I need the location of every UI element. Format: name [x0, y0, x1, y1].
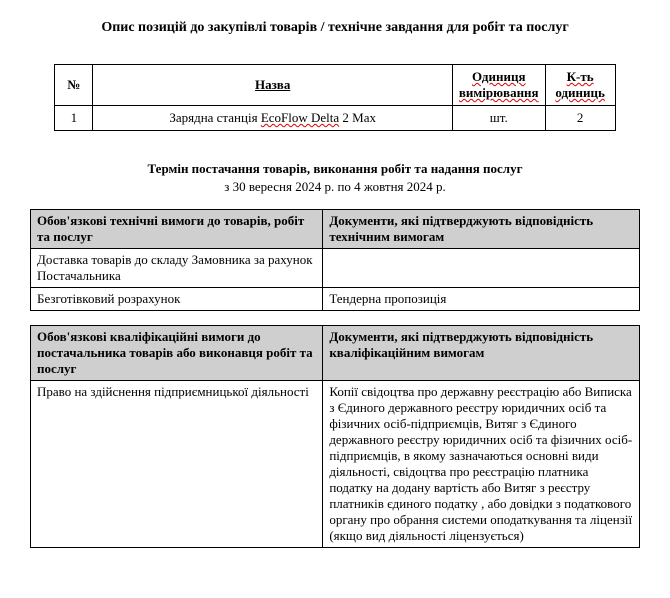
tech-right: Тендерна пропозиція	[323, 288, 640, 311]
qual-right: Копії свідоцтва про державну реєстрацію …	[323, 381, 640, 548]
qual-header-row: Обов'язкові кваліфікаційні вимоги до пос…	[31, 326, 640, 381]
tech-left: Безготівковий розрахунок	[31, 288, 323, 311]
delivery-title: Термін постачання товарів, виконання роб…	[30, 161, 640, 177]
item-name-pre: Зарядна станція	[169, 110, 261, 125]
technical-requirements-table: Обов'язкові технічні вимоги до товарів, …	[30, 209, 640, 311]
item-name: Зарядна станція EcoFlow Delta 2 Max	[93, 106, 453, 131]
item-qty: 2	[545, 106, 615, 131]
header-num: №	[55, 65, 93, 106]
tech-header-right: Документи, які підтверджують відповідніс…	[323, 210, 640, 249]
header-name: Назва	[93, 65, 453, 106]
header-unit-line2: вимірювання	[459, 85, 539, 100]
tech-right	[323, 249, 640, 288]
qualification-requirements-table: Обов'язкові кваліфікаційні вимоги до пос…	[30, 325, 640, 548]
document-title: Опис позицій до закупівлі товарів / техн…	[30, 20, 640, 36]
qual-row: Право на здійснення підприємницької діял…	[31, 381, 640, 548]
items-table: № Назва Одиниця вимірювання К-ть одиниць…	[54, 64, 615, 131]
item-num: 1	[55, 106, 93, 131]
delivery-dates: з 30 вересня 2024 р. по 4 жовтня 2024 р.	[30, 179, 640, 195]
header-unit-line1: Одиниця	[472, 69, 526, 84]
header-qty-line1: К-ть	[567, 69, 594, 84]
tech-row: Безготівковий розрахунок Тендерна пропоз…	[31, 288, 640, 311]
header-qty-line2: одиниць	[555, 85, 605, 100]
tech-left: Доставка товарів до складу Замовника за …	[31, 249, 323, 288]
header-unit: Одиниця вимірювання	[452, 65, 545, 106]
tech-row: Доставка товарів до складу Замовника за …	[31, 249, 640, 288]
item-name-post: 2 Max	[339, 110, 376, 125]
item-row: 1 Зарядна станція EcoFlow Delta 2 Max шт…	[55, 106, 615, 131]
header-name-text: Назва	[255, 77, 290, 92]
header-qty: К-ть одиниць	[545, 65, 615, 106]
items-header-row: № Назва Одиниця вимірювання К-ть одиниць	[55, 65, 615, 106]
tech-header-left: Обов'язкові технічні вимоги до товарів, …	[31, 210, 323, 249]
item-name-wave: EcoFlow Delta	[261, 110, 339, 125]
tech-header-row: Обов'язкові технічні вимоги до товарів, …	[31, 210, 640, 249]
item-unit: шт.	[452, 106, 545, 131]
qual-header-left: Обов'язкові кваліфікаційні вимоги до пос…	[31, 326, 323, 381]
qual-left: Право на здійснення підприємницької діял…	[31, 381, 323, 548]
delivery-block: Термін постачання товарів, виконання роб…	[30, 161, 640, 195]
qual-header-right: Документи, які підтверджують відповідніс…	[323, 326, 640, 381]
